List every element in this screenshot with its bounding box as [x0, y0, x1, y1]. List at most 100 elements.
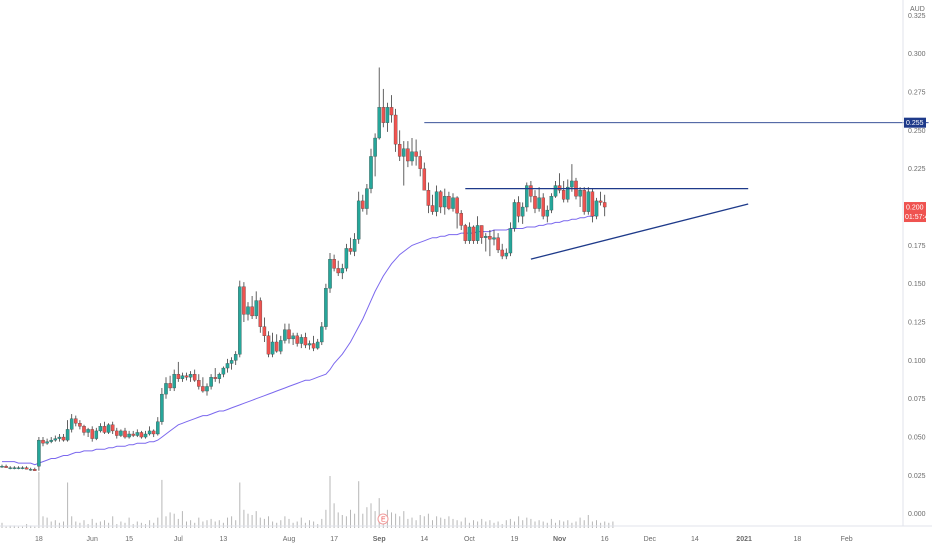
volume-bar	[1, 522, 3, 528]
volume-bar	[202, 521, 204, 528]
candle-body	[233, 354, 238, 361]
volume-bar	[559, 520, 561, 528]
candle-body	[533, 196, 537, 209]
volume-bar	[54, 520, 56, 528]
volume-bar	[399, 516, 401, 528]
y-tick-label: 0.075	[908, 396, 926, 403]
volume-bar	[481, 518, 483, 528]
last-price-text: 0.200	[906, 205, 924, 212]
volume-bar	[9, 525, 11, 528]
y-tick-label: 0.275	[908, 90, 926, 97]
x-tick-label: Feb	[841, 536, 853, 543]
candle-body	[508, 228, 513, 254]
support-trendline[interactable]	[530, 203, 749, 260]
volume-bar	[600, 522, 602, 528]
volume-bar	[493, 522, 495, 528]
currency-label: AUD	[910, 6, 925, 13]
volume-bar	[173, 513, 175, 528]
volume-bar	[284, 516, 286, 528]
x-tick-label: 18	[794, 536, 802, 543]
volume-bar	[489, 520, 491, 528]
volume-bar	[128, 517, 130, 528]
volume-bar	[497, 521, 499, 528]
candle-body	[500, 249, 504, 257]
volume-bar	[546, 522, 548, 528]
candle-body	[438, 191, 443, 208]
volume-bar	[468, 522, 470, 528]
candle-body	[561, 190, 566, 200]
svg-text:E: E	[381, 517, 386, 524]
volume-bar	[608, 522, 610, 528]
volume-bar	[300, 517, 302, 528]
candle-body	[598, 200, 603, 203]
volume-bar	[374, 511, 376, 528]
candle-body	[590, 191, 595, 217]
candle-body	[381, 107, 386, 123]
candle-body	[0, 466, 4, 468]
candle-body	[492, 237, 496, 240]
volume-bar	[136, 521, 138, 528]
volume-bar	[38, 472, 40, 528]
volume-bar	[325, 509, 327, 528]
candle-body	[299, 337, 304, 344]
volume-bar	[169, 512, 171, 528]
ma-line	[2, 214, 597, 466]
candle-body	[578, 190, 582, 197]
candle-body	[377, 107, 381, 139]
candle-body	[65, 429, 70, 441]
earnings-marker[interactable]: E	[377, 513, 389, 525]
volume-bar	[58, 522, 60, 528]
candle-body	[274, 341, 279, 352]
volume-bar	[194, 522, 196, 528]
y-tick-label: 0.000	[908, 511, 926, 518]
candle-body	[512, 202, 517, 229]
candle-body	[365, 188, 369, 209]
candle-body	[402, 148, 406, 157]
volume-bar	[333, 503, 335, 528]
volume-bar	[83, 520, 85, 528]
candle-body	[430, 205, 435, 212]
candle-body	[188, 374, 193, 378]
candle-body	[451, 197, 455, 209]
candle-body	[344, 248, 349, 269]
volume-bar	[149, 520, 151, 528]
candle-body	[225, 363, 230, 369]
candle-body	[397, 144, 402, 157]
volume-bar	[407, 518, 409, 528]
volume-bar	[227, 517, 228, 528]
volume-bar	[42, 516, 44, 528]
volume-bar	[354, 513, 356, 528]
candle-body	[295, 335, 299, 344]
candle-body	[426, 190, 431, 206]
volume-bar	[5, 526, 7, 528]
volume-bar	[350, 509, 351, 528]
volume-bar	[436, 516, 438, 528]
candle-body	[467, 226, 472, 241]
x-tick-label: Aug	[283, 536, 296, 543]
volume-bar	[403, 511, 405, 528]
candle-body	[176, 374, 181, 379]
candle-body	[586, 191, 591, 212]
candle-body	[443, 196, 447, 208]
x-tick-label: 2021	[736, 536, 752, 543]
candle-body	[328, 259, 332, 289]
candle-body	[246, 306, 250, 315]
volume-bar	[22, 526, 23, 528]
candle-body	[20, 467, 25, 469]
volume-bar	[71, 516, 73, 528]
volume-bar	[140, 522, 142, 528]
time-axis: 18 Jun 15 Jul 13 Aug 17 Sep 14 Oct 19 Nov 16 Dec 14 202…	[35, 536, 853, 543]
candle-body	[315, 341, 320, 349]
candle-body	[455, 197, 459, 214]
x-tick-label: Sep	[373, 536, 386, 543]
candle-body	[209, 377, 213, 387]
candle-body	[459, 213, 463, 226]
candle-body	[504, 252, 509, 257]
candle-body	[24, 467, 29, 470]
candle-body	[135, 432, 140, 436]
candle-body	[242, 286, 246, 315]
candle-body	[418, 156, 422, 169]
volume-bar	[505, 520, 507, 528]
volume-bar	[432, 520, 433, 528]
